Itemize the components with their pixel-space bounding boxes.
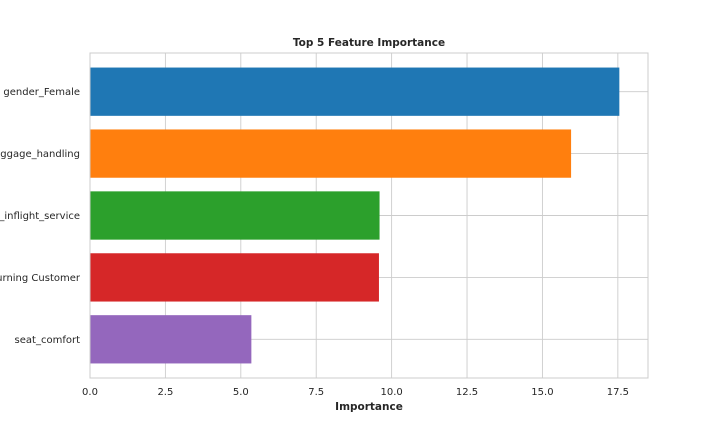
chart-title: Top 5 Feature Importance bbox=[293, 37, 445, 49]
y-tick-label: Returning Customer bbox=[0, 273, 81, 284]
x-tick-label: 17.5 bbox=[607, 387, 629, 398]
y-tick-label: baggage_handling bbox=[0, 149, 80, 160]
x-tick-label: 15.0 bbox=[531, 387, 553, 398]
bar bbox=[90, 67, 620, 116]
bar bbox=[90, 253, 379, 302]
x-tick-labels: 0.0 2.5 5.0 7.5 10.0 12.5 15.0 17.5 bbox=[82, 387, 629, 398]
x-tick-label: 10.0 bbox=[380, 387, 402, 398]
x-tick-label: 12.5 bbox=[456, 387, 478, 398]
x-axis-label: Importance bbox=[335, 401, 403, 413]
x-tick-label: 2.5 bbox=[157, 387, 173, 398]
y-tick-label: gender_Female bbox=[3, 87, 80, 98]
bar bbox=[90, 315, 252, 364]
y-tick-label: _inflight_service bbox=[0, 211, 80, 222]
x-tick-label: 7.5 bbox=[308, 387, 324, 398]
bar bbox=[90, 191, 380, 240]
x-tick-label: 5.0 bbox=[233, 387, 249, 398]
bar bbox=[90, 129, 572, 178]
x-tick-label: 0.0 bbox=[82, 387, 98, 398]
plot-frame bbox=[89, 52, 649, 379]
y-tick-labels: gender_Female baggage_handling _inflight_s… bbox=[0, 87, 81, 346]
y-tick-label: seat_comfort bbox=[15, 335, 81, 346]
bars bbox=[90, 67, 620, 364]
